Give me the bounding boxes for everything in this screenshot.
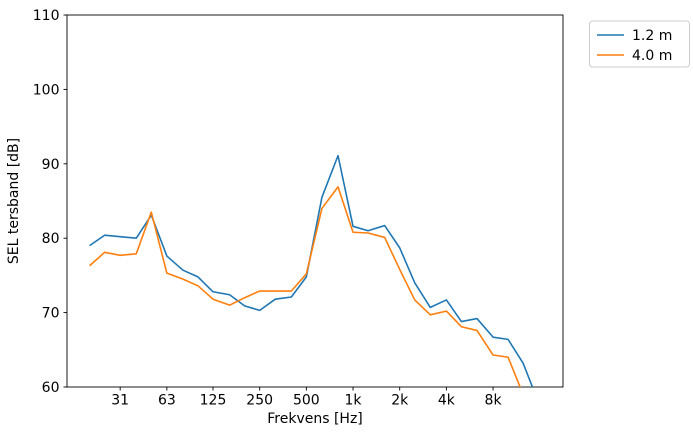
y-axis-ticks: 60 70 80 90 100 110 (33, 8, 67, 396)
y-tick-label: 60 (42, 380, 60, 396)
plot-area (66, 14, 564, 388)
legend-label-1: 1.2 m (632, 28, 672, 44)
legend-label-2: 4.0 m (632, 48, 672, 64)
y-tick-label: 90 (42, 157, 60, 173)
x-tick-label: 31 (111, 393, 129, 409)
x-tick-label: 2k (391, 393, 409, 409)
legend: 1.2 m 4.0 m (589, 20, 690, 68)
x-axis-ticks: 31 63 125 250 500 1k 2k 4k 8k (111, 387, 502, 409)
x-tick-label: 500 (293, 393, 320, 409)
series-lines (89, 154, 534, 387)
series-line-1 (89, 154, 534, 387)
y-tick-label: 110 (33, 8, 60, 24)
series-line-2 (89, 186, 521, 387)
x-tick-label: 250 (246, 393, 273, 409)
y-tick-label: 80 (42, 231, 60, 247)
x-tick-label: 63 (158, 393, 176, 409)
y-tick-label: 70 (42, 306, 60, 322)
x-tick-label: 1k (345, 393, 363, 409)
x-tick-label: 4k (438, 393, 456, 409)
x-tick-label: 125 (200, 393, 227, 409)
x-axis-label: Frekvens [Hz] (267, 411, 363, 427)
y-tick-label: 100 (33, 82, 60, 98)
x-tick-label: 8k (485, 393, 503, 409)
y-axis-label: SEL tersband [dB] (6, 138, 22, 264)
